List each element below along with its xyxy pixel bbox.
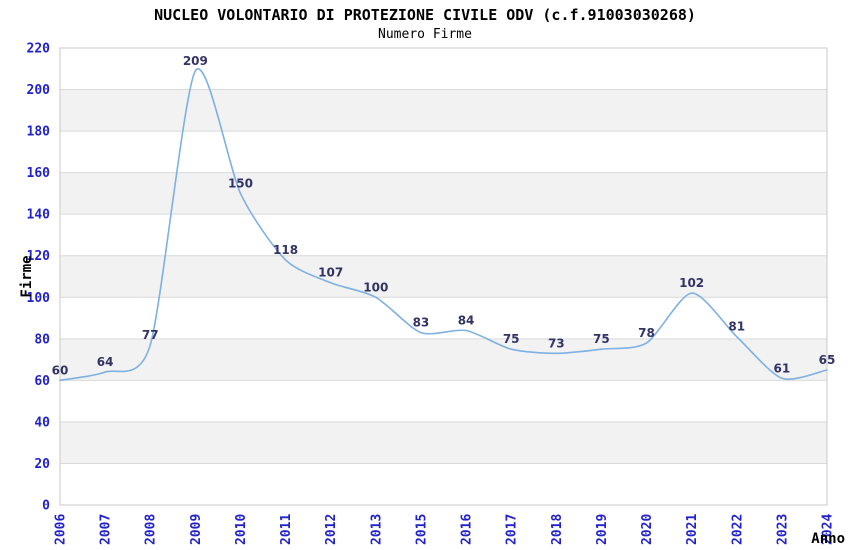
- data-label: 77: [142, 328, 159, 342]
- chart-subtitle: Numero Firme: [378, 27, 472, 42]
- y-tick-label: 180: [27, 125, 51, 140]
- x-tick-label: 2008: [144, 514, 159, 545]
- x-tick-label: 2013: [369, 514, 384, 545]
- x-tick-label: 2012: [324, 514, 339, 545]
- data-label: 100: [363, 280, 388, 294]
- x-axis-title: Anno: [811, 531, 845, 547]
- x-tick-label: 2022: [730, 514, 745, 545]
- y-axis-title: Firme: [19, 255, 35, 297]
- y-tick-label: 100: [27, 291, 51, 306]
- data-label: 75: [593, 332, 610, 346]
- grid-band: [60, 421, 827, 464]
- y-tick-label: 20: [34, 457, 50, 472]
- data-label: 81: [728, 320, 745, 334]
- data-label: 102: [679, 276, 704, 290]
- y-tick-label: 200: [27, 83, 51, 98]
- data-label: 84: [458, 314, 475, 328]
- data-label: 107: [318, 266, 343, 280]
- data-label: 118: [273, 243, 298, 257]
- data-label: 65: [819, 353, 836, 367]
- y-tick-label: 0: [42, 499, 50, 514]
- grid-band: [60, 89, 827, 132]
- data-label: 209: [183, 54, 208, 68]
- x-tick-label: 2017: [505, 514, 520, 545]
- x-tick-label: 2016: [460, 514, 475, 545]
- data-label: 78: [638, 326, 655, 340]
- grid-band: [60, 255, 827, 298]
- y-tick-label: 160: [27, 166, 51, 181]
- x-tick-label: 2021: [685, 514, 700, 545]
- y-tick-label: 220: [27, 42, 51, 57]
- y-tick-label: 40: [34, 415, 50, 430]
- x-tick-label: 2024: [821, 514, 836, 545]
- y-tick-label: 60: [34, 374, 50, 389]
- data-line: [59, 67, 828, 382]
- x-tick-label: 2006: [54, 514, 69, 545]
- y-tick-label: 120: [27, 249, 51, 264]
- x-tick-label: 2015: [414, 514, 429, 545]
- y-tick-label: 80: [34, 332, 50, 347]
- grid-band: [60, 338, 827, 381]
- plot-border: [59, 47, 828, 506]
- x-tick-label: 2020: [640, 514, 655, 545]
- data-label: 60: [52, 363, 69, 377]
- x-tick-label: 2010: [234, 514, 249, 545]
- data-label: 83: [413, 316, 430, 330]
- y-tick-label: 140: [27, 208, 51, 223]
- x-tick-label: 2023: [775, 514, 790, 545]
- x-tick-label: 2009: [189, 514, 204, 545]
- data-label: 64: [97, 355, 114, 369]
- data-label: 150: [228, 176, 253, 190]
- data-label: 61: [774, 361, 791, 375]
- data-label: 73: [548, 336, 565, 350]
- x-tick-label: 2019: [595, 514, 610, 545]
- x-tick-label: 2011: [279, 514, 294, 545]
- grid-band: [60, 172, 827, 215]
- x-tick-label: 2018: [550, 514, 565, 545]
- chart-title: NUCLEO VOLONTARIO DI PROTEZIONE CIVILE O…: [154, 6, 696, 24]
- x-tick-label: 2007: [99, 514, 114, 545]
- data-label: 75: [503, 332, 520, 346]
